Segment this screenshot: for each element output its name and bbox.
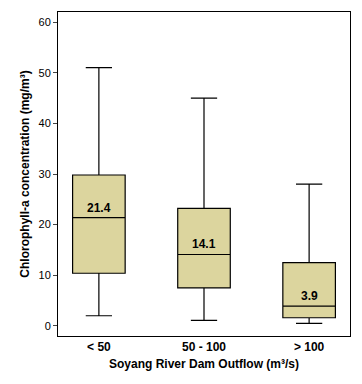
svg-text:< 50: < 50 — [87, 340, 111, 354]
svg-text:30: 30 — [39, 168, 51, 180]
svg-text:10: 10 — [39, 269, 51, 281]
svg-text:Soyang River Dam Outflow (m³/s: Soyang River Dam Outflow (m³/s) — [109, 357, 299, 371]
svg-text:3.9: 3.9 — [301, 289, 318, 303]
svg-text:21.4: 21.4 — [87, 201, 111, 215]
svg-text:50: 50 — [39, 67, 51, 79]
svg-text:40: 40 — [39, 117, 51, 129]
svg-text:Chlorophyll-a concentration (m: Chlorophyll-a concentration (mg/m³) — [18, 70, 32, 277]
svg-text:> 100: > 100 — [294, 340, 325, 354]
svg-text:60: 60 — [39, 16, 51, 28]
svg-text:14.1: 14.1 — [192, 237, 216, 251]
svg-text:50 - 100: 50 - 100 — [182, 340, 226, 354]
svg-text:0: 0 — [45, 320, 51, 332]
svg-text:20: 20 — [39, 218, 51, 230]
